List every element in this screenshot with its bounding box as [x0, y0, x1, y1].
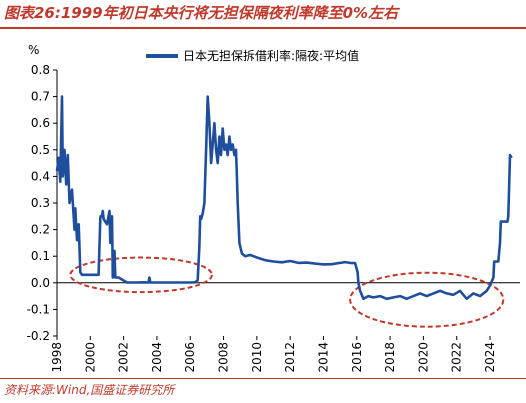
y-tick-label: 0.4: [31, 169, 50, 183]
title-divider: [0, 27, 526, 29]
x-tick-label: 2010: [250, 342, 264, 373]
x-tick-label: 2008: [217, 342, 231, 373]
x-tick-label: 2012: [283, 342, 297, 373]
x-tick-label: 2014: [316, 342, 330, 373]
source-divider: [0, 378, 526, 379]
x-tick-label: 2022: [450, 342, 464, 373]
y-tick-label: 0.0: [31, 276, 50, 290]
y-tick-label: 0.5: [31, 143, 50, 157]
x-tick-label: 2006: [183, 342, 197, 373]
x-tick-label: 2016: [350, 342, 364, 373]
highlight-ellipse-1: [69, 256, 213, 294]
x-tick-label: 2018: [383, 342, 397, 373]
y-tick-label: 0.6: [31, 116, 50, 130]
x-tick-label: 2002: [117, 342, 131, 373]
y-tick-label: -0.1: [27, 302, 50, 316]
y-tick-label: 0.8: [31, 63, 50, 77]
y-tick-label: -0.2: [27, 329, 50, 343]
x-tick-label: 2004: [150, 342, 164, 373]
series-line-0: [55, 95, 513, 301]
highlight-ellipse-2: [349, 271, 505, 328]
y-tick-label: 0.1: [31, 249, 50, 263]
x-tick-label: 2000: [83, 342, 97, 373]
y-tick-label: 0.7: [31, 90, 50, 104]
legend-label: 日本无担保拆借利率:隔夜:平均值: [183, 48, 359, 63]
x-tick-label: 1998: [50, 342, 64, 373]
x-tick-label: 2020: [416, 342, 430, 373]
y-axis-unit-label: %: [28, 43, 39, 57]
figure-title: 图表26:1999年初日本央行将无担保隔夜利率降至0%左右: [4, 4, 399, 22]
y-tick-label: 0.3: [31, 196, 50, 210]
source-note: 资料来源:Wind,国盛证券研究所: [4, 383, 175, 397]
x-tick-label: 2024: [483, 342, 497, 373]
y-tick-label: 0.2: [31, 223, 50, 237]
